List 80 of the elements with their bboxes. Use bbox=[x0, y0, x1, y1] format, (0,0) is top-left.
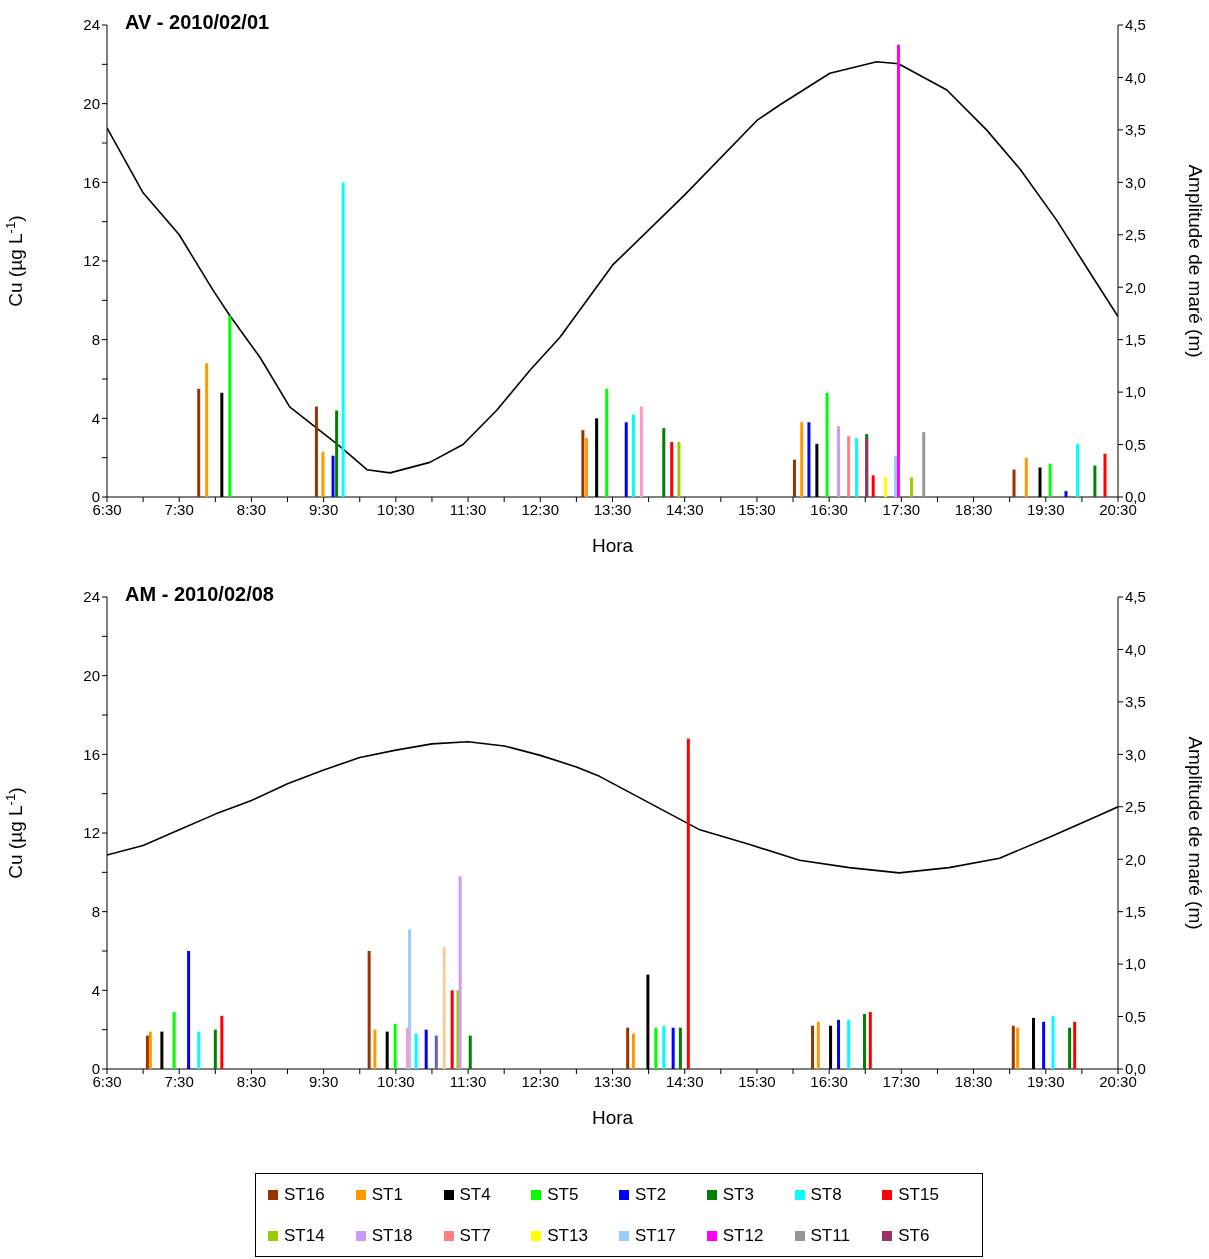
y2-tick-label: 3,5 bbox=[1125, 121, 1146, 139]
legend-label: ST17 bbox=[635, 1225, 676, 1246]
y-tick-label: 20 bbox=[83, 666, 100, 684]
legend-label: ST2 bbox=[635, 1184, 667, 1205]
x-tick-label: 18:30 bbox=[954, 500, 993, 518]
x-tick-label: 17:30 bbox=[882, 1072, 921, 1090]
y-tick-label: 24 bbox=[83, 16, 100, 34]
legend-label: ST14 bbox=[284, 1225, 325, 1246]
legend-label: ST1 bbox=[371, 1184, 403, 1205]
x-tick-label: 13:30 bbox=[593, 500, 632, 518]
x-tick-label: 16:30 bbox=[810, 500, 848, 518]
y-tick-label: 8 bbox=[91, 902, 100, 920]
y2-tick-label: 2,5 bbox=[1125, 798, 1146, 816]
x-tick-label: 8:30 bbox=[236, 1072, 267, 1090]
x-tick-label: 14:30 bbox=[665, 1072, 704, 1090]
chart-title: AM - 2010/02/08 bbox=[125, 583, 274, 606]
legend-label: ST7 bbox=[459, 1225, 491, 1246]
y-tick-label: 16 bbox=[83, 173, 100, 191]
x-tick-label: 19:30 bbox=[1027, 500, 1065, 518]
y2-tick-label: 2,5 bbox=[1125, 226, 1146, 244]
y-tick-label: 12 bbox=[83, 252, 100, 270]
x-tick-label: 10:30 bbox=[377, 500, 415, 518]
legend-label: ST16 bbox=[284, 1184, 325, 1205]
y2-tick-label: 0,5 bbox=[1125, 435, 1146, 453]
x-tick-label: 9:30 bbox=[309, 1072, 339, 1090]
legend-label: ST6 bbox=[898, 1225, 930, 1246]
y2-tick-label: 2,0 bbox=[1125, 850, 1146, 868]
x-tick-label: 13:30 bbox=[593, 1072, 632, 1090]
legend-label: ST15 bbox=[898, 1184, 939, 1205]
y-tick-label: 16 bbox=[83, 745, 100, 763]
y2-axis-title: Amplitude de maré (m) bbox=[1185, 736, 1206, 930]
legend-label: ST5 bbox=[547, 1184, 579, 1205]
y-tick-label: 24 bbox=[83, 588, 100, 606]
x-tick-label: 14:30 bbox=[665, 500, 704, 518]
legend-label: ST8 bbox=[810, 1184, 842, 1205]
x-tick-label: 7:30 bbox=[164, 500, 194, 518]
x-tick-label: 10:30 bbox=[377, 1072, 415, 1090]
x-tick-label: 15:30 bbox=[738, 500, 776, 518]
x-tick-label: 11:30 bbox=[449, 1072, 487, 1090]
x-tick-label: 12:30 bbox=[521, 1072, 560, 1090]
legend-label: ST11 bbox=[810, 1225, 850, 1246]
legend-label: ST3 bbox=[722, 1184, 754, 1205]
x-tick-label: 9:30 bbox=[309, 500, 339, 518]
legend-label: ST13 bbox=[547, 1225, 588, 1246]
legend-label: ST18 bbox=[371, 1225, 413, 1246]
y-tick-label: 4 bbox=[91, 981, 100, 999]
y2-tick-label: 4,5 bbox=[1125, 588, 1146, 606]
x-tick-label: 19:30 bbox=[1027, 1072, 1065, 1090]
legend-label: ST12 bbox=[722, 1225, 764, 1246]
y-tick-label: 0 bbox=[91, 1060, 100, 1078]
legend-label: ST4 bbox=[459, 1184, 491, 1205]
y2-tick-label: 1,0 bbox=[1125, 955, 1146, 973]
y2-tick-label: 0,5 bbox=[1125, 1007, 1146, 1025]
x-tick-label: 16:30 bbox=[810, 1072, 848, 1090]
y-tick-label: 4 bbox=[91, 409, 100, 427]
y-tick-label: 8 bbox=[91, 330, 100, 348]
y2-tick-label: 3,5 bbox=[1125, 693, 1146, 711]
y2-tick-label: 1,0 bbox=[1125, 383, 1146, 401]
y2-tick-label: 4,0 bbox=[1125, 68, 1146, 86]
chart-title: AV - 2010/02/01 bbox=[125, 11, 270, 34]
y2-tick-label: 2,0 bbox=[1125, 278, 1146, 296]
x-axis-title: Hora bbox=[591, 1107, 634, 1128]
y2-tick-label: 3,0 bbox=[1125, 173, 1146, 191]
y2-axis-title: Amplitude de maré (m) bbox=[1185, 164, 1206, 358]
y-tick-label: 12 bbox=[83, 824, 100, 842]
y2-tick-label: 4,5 bbox=[1125, 16, 1146, 34]
x-tick-label: 7:30 bbox=[164, 1072, 194, 1090]
y2-tick-label: 1,5 bbox=[1125, 330, 1146, 348]
y-tick-label: 0 bbox=[91, 488, 100, 506]
y2-tick-label: 1,5 bbox=[1125, 902, 1146, 920]
x-tick-label: 12:30 bbox=[521, 500, 560, 518]
y-tick-label: 20 bbox=[83, 94, 100, 112]
x-axis-title: Hora bbox=[591, 535, 634, 556]
x-tick-label: 8:30 bbox=[236, 500, 267, 518]
x-tick-label: 15:30 bbox=[738, 1072, 776, 1090]
x-tick-label: 18:30 bbox=[954, 1072, 993, 1090]
x-tick-label: 17:30 bbox=[882, 500, 921, 518]
y2-tick-label: 3,0 bbox=[1125, 745, 1146, 763]
x-tick-label: 11:30 bbox=[449, 500, 487, 518]
y2-tick-label: 4,0 bbox=[1125, 640, 1146, 658]
